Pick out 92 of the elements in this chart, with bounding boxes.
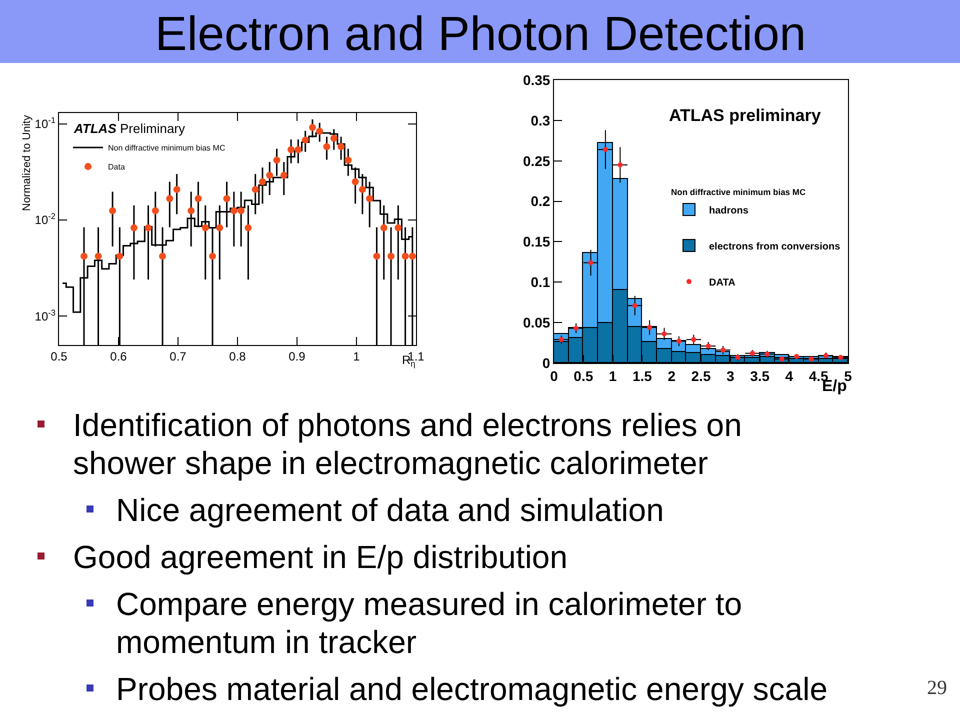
point	[302, 136, 309, 144]
x-tick-label: 1.5	[632, 368, 652, 384]
point	[152, 207, 159, 214]
point	[330, 134, 338, 142]
text: Electron and Photon Detection	[155, 8, 806, 61]
x-tick-label: 0.7	[170, 349, 187, 364]
point	[308, 124, 316, 131]
point	[266, 172, 274, 179]
point	[230, 207, 238, 214]
point	[691, 337, 696, 342]
point	[252, 186, 259, 193]
legend-label: Data	[108, 162, 126, 172]
text: Nice agreement of data and simulation	[116, 492, 664, 528]
point	[244, 224, 252, 232]
point	[209, 252, 216, 260]
y-tick-label: 0.1	[530, 274, 550, 290]
annotation: ATLAS preliminary	[669, 106, 822, 125]
y-tick-label: 0.05	[522, 314, 550, 330]
x-tick-label: 0.8	[229, 349, 246, 364]
point	[402, 252, 409, 260]
point	[238, 207, 245, 214]
point	[273, 156, 280, 164]
point	[388, 252, 395, 260]
point	[380, 224, 388, 232]
point	[662, 331, 667, 336]
legend-title: Non diffractive minimum bias MC	[671, 187, 806, 198]
x-tick-label: 3	[726, 368, 734, 384]
y-tick-label: 10$^{-3}$	[34, 307, 56, 324]
x-tick-label: 0.5	[574, 368, 594, 384]
point	[574, 326, 579, 331]
legend-label: DATA	[709, 277, 736, 288]
point	[344, 156, 352, 164]
y-tick-label: 0.15	[522, 234, 550, 250]
point	[294, 146, 302, 154]
point	[194, 195, 202, 202]
x-tick-label: 0.5	[50, 349, 68, 364]
point	[618, 162, 623, 168]
legend-label: hadrons	[709, 205, 749, 216]
point	[338, 143, 345, 150]
point	[676, 338, 682, 344]
point	[358, 186, 366, 193]
point	[223, 195, 230, 202]
x-tick-label: 1	[608, 368, 617, 384]
x-tick-label: 0.6	[110, 349, 128, 364]
legend-label: Non diffractive minimum bias MC	[108, 144, 226, 153]
point	[80, 252, 88, 260]
x-tick-label: 4	[785, 368, 794, 384]
y-tick-label: 0.3	[530, 112, 550, 128]
point	[202, 224, 209, 232]
y-tick-label: 10$^{-1}$	[34, 115, 56, 132]
y-tick-label: 0.35	[522, 72, 550, 88]
point	[116, 252, 124, 260]
annotation: ATLAS Preliminary	[73, 121, 186, 136]
point	[144, 224, 152, 232]
point	[366, 195, 374, 202]
text: Identification of photons and electrons relies on shower shape in electromagnetic calorimeter	[73, 407, 742, 481]
point	[166, 195, 174, 202]
point	[94, 252, 102, 260]
point	[280, 172, 288, 179]
x-tick-label: 2	[668, 368, 676, 384]
x-tick-label: 2.5	[691, 368, 711, 384]
y-tick-label: 10$^{-2}$	[34, 211, 56, 228]
point	[373, 252, 380, 260]
y-axis-title: Normalized to Unity	[21, 114, 33, 211]
point	[109, 207, 116, 214]
point	[632, 303, 638, 308]
y-tick-label: 0.25	[522, 152, 550, 169]
point	[258, 178, 266, 186]
point	[602, 147, 608, 152]
x-tick-label: 3.5	[750, 368, 770, 384]
legend-label: electrons from conversions	[709, 241, 841, 252]
point	[159, 252, 166, 260]
text: Compare energy measured in calorimeter to momentum in tracker	[116, 586, 742, 660]
x-tick-label: 1	[353, 349, 360, 364]
point	[352, 178, 359, 186]
point	[288, 146, 295, 154]
point	[173, 186, 180, 193]
point	[588, 260, 594, 266]
point	[323, 143, 330, 150]
text: Good agreement in E/p distribution	[73, 539, 568, 575]
y-tick-label: 0.2	[530, 193, 550, 210]
x-tick-label: 5	[844, 368, 852, 384]
point	[130, 224, 138, 232]
text: 29	[927, 677, 947, 699]
point	[706, 344, 711, 349]
text: Probes material and electromagnetic energy scale	[116, 671, 828, 707]
point	[316, 128, 324, 135]
point	[216, 224, 224, 232]
point	[408, 252, 416, 260]
x-tick-label: 0.9	[288, 349, 306, 364]
point	[394, 224, 402, 232]
point	[188, 207, 195, 214]
